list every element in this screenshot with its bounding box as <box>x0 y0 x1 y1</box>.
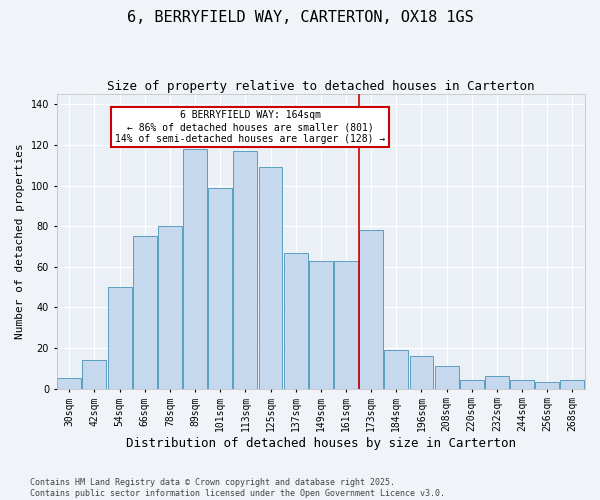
Bar <box>485 376 509 388</box>
Bar <box>208 188 232 388</box>
Bar <box>410 356 433 388</box>
Bar <box>82 360 106 388</box>
Bar <box>183 149 207 388</box>
Bar <box>309 260 333 388</box>
Bar <box>385 350 408 389</box>
Bar <box>233 151 257 388</box>
Title: Size of property relative to detached houses in Carterton: Size of property relative to detached ho… <box>107 80 535 93</box>
Text: 6, BERRYFIELD WAY, CARTERTON, OX18 1GS: 6, BERRYFIELD WAY, CARTERTON, OX18 1GS <box>127 10 473 25</box>
Bar <box>334 260 358 388</box>
Bar <box>133 236 157 388</box>
Bar <box>560 380 584 388</box>
Bar <box>158 226 182 388</box>
Text: Contains HM Land Registry data © Crown copyright and database right 2025.
Contai: Contains HM Land Registry data © Crown c… <box>30 478 445 498</box>
Bar <box>535 382 559 388</box>
Bar <box>284 252 308 388</box>
Bar <box>359 230 383 388</box>
Bar <box>510 380 534 388</box>
Text: 6 BERRYFIELD WAY: 164sqm
← 86% of detached houses are smaller (801)
14% of semi-: 6 BERRYFIELD WAY: 164sqm ← 86% of detach… <box>115 110 386 144</box>
Bar <box>460 380 484 388</box>
X-axis label: Distribution of detached houses by size in Carterton: Distribution of detached houses by size … <box>126 437 516 450</box>
Bar <box>434 366 458 388</box>
Bar <box>107 287 131 388</box>
Y-axis label: Number of detached properties: Number of detached properties <box>15 144 25 339</box>
Bar <box>58 378 81 388</box>
Bar <box>259 168 283 388</box>
